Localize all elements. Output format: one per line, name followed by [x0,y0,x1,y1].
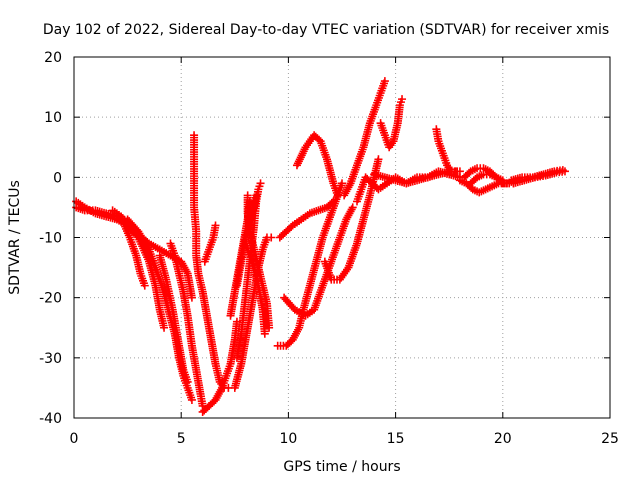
data-point [267,233,276,242]
x-tick-label: 15 [387,431,405,447]
data-point-interp [327,198,336,207]
data-layer [72,77,569,416]
data-point [451,167,460,176]
data-point [256,179,265,188]
series-arc-19 [292,131,342,200]
y-tick-label: -20 [39,291,62,307]
series-arc-16 [273,179,346,350]
data-point [260,329,269,338]
series-arc-14 [241,239,269,338]
x-axis-title: GPS time / hours [283,459,400,475]
series-arc-28 [466,170,507,188]
data-point [560,167,569,176]
data-point [398,95,407,104]
data-point [348,203,357,212]
data-point [183,377,192,386]
x-tick-label: 25 [601,431,619,447]
data-point [374,155,383,164]
data-point [380,77,389,86]
series-arc-15 [230,233,276,392]
series-arc-30 [509,167,569,188]
series-arc-21 [340,77,389,200]
y-tick-label: 0 [53,170,62,186]
series-arc-17 [280,203,357,320]
data-point [187,293,196,302]
y-tick-label: -30 [39,351,62,367]
x-tick-label: 5 [177,431,186,447]
series-arc-5 [155,251,192,386]
series-arc-18 [275,197,338,242]
data-point [140,281,149,290]
y-axis-title: SDTVAR / TECUs [7,180,23,295]
chart-title: Day 102 of 2022, Sidereal Day-to-day VTE… [43,22,609,38]
data-point [498,176,507,185]
label-layer: 0 5 10 15 20 25 -40 -30 -20 -10 0 10 20 [39,50,619,447]
x-tick-label: 20 [494,431,512,447]
data-point [252,191,261,200]
series-arc-25 [432,125,460,176]
series-arc-23 [376,95,407,152]
data-point [211,221,220,230]
data-point [187,395,196,404]
y-tick-label: -10 [39,231,62,247]
data-point [329,197,338,206]
x-tick-label: 10 [279,431,297,447]
y-tick-label: 20 [44,50,62,66]
series-arc-9 [200,221,220,266]
series-arc-6 [166,239,207,410]
data-point [338,179,346,188]
y-tick-label: -40 [39,411,62,427]
tick-layer [73,56,611,419]
y-tick-label: 10 [44,110,62,126]
x-tick-label: 0 [70,431,79,447]
data-point [160,323,169,332]
data-point [265,323,274,332]
